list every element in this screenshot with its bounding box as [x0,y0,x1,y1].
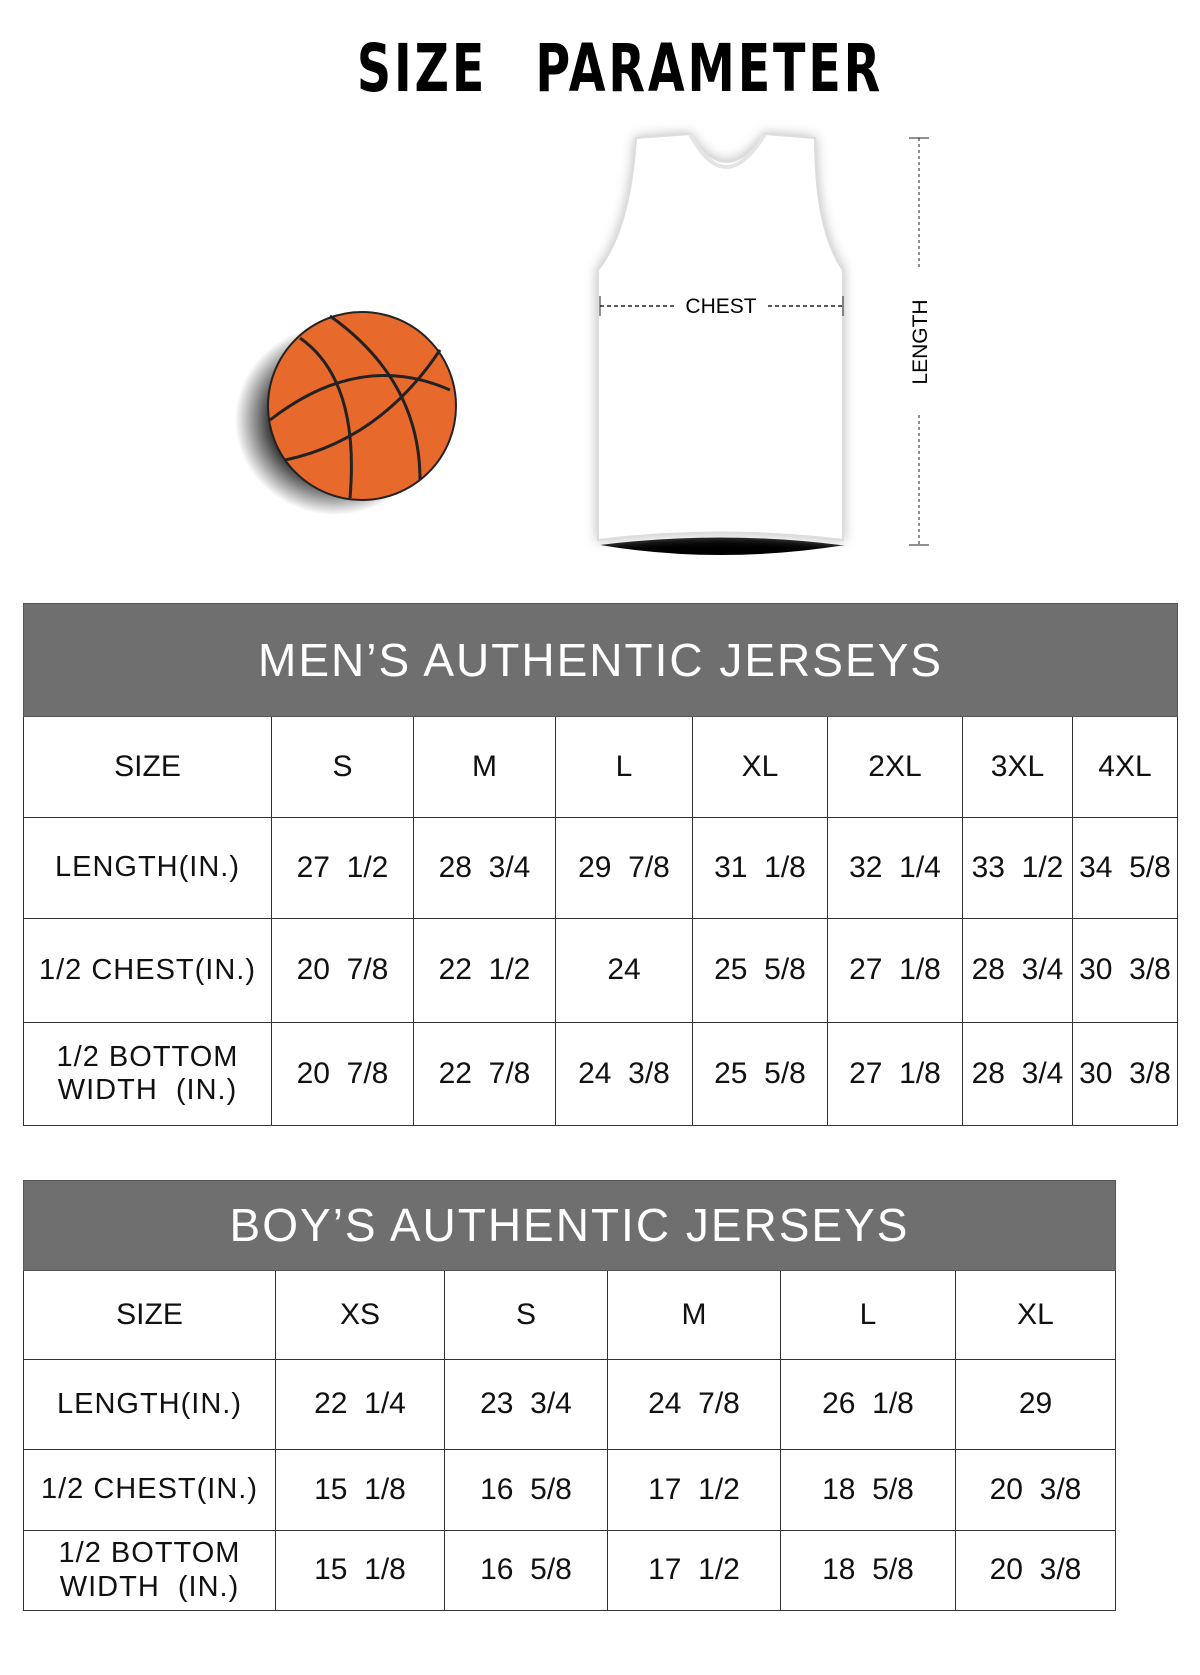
size-cell: 32 1/4 [827,817,963,919]
size-cell: 30 3/8 [1072,1022,1178,1126]
size-cell: 16 5/8 [444,1530,608,1611]
mens-size-table: MEN’S AUTHENTIC JERSEYS SIZE S M L XL 2XL 3XL 4… [23,603,1178,1126]
size-cell: 27 1/8 [827,1022,963,1126]
basketball-icon [235,311,457,515]
size-cell: 16 5/8 [444,1449,608,1531]
row-label: LENGTH(IN.) [23,817,272,919]
size-cell: 20 7/8 [271,918,414,1023]
size-cell: 15 1/8 [275,1449,445,1531]
boys-size-table: BOY’S AUTHENTIC JERSEYS SIZE XS S M L XL LENGT… [22,1180,1117,1611]
size-cell: 22 7/8 [413,1022,556,1126]
table-row: LENGTH(IN.) 27 1/2 28 3/4 29 7/8 31 1/8 32 1/… [23,817,1178,919]
size-cell: L [555,716,693,818]
jersey-icon: CHEST [597,132,845,555]
table-row: 1/2 CHEST(IN.) 15 1/8 16 5/8 17 1/2 18 5/8 20… [23,1449,1117,1531]
size-cell: 24 3/8 [555,1022,693,1126]
boys-table-title: BOY’S AUTHENTIC JERSEYS [22,1180,1117,1271]
row-label: 1/2 CHEST(IN.) [23,918,272,1023]
size-cell: 34 5/8 [1072,817,1178,919]
length-indicator: LENGTH [909,137,932,546]
size-cell: L [780,1270,956,1360]
size-cell: 20 3/8 [954,1449,1117,1531]
jersey-diagram: CHEST LENGTH [235,132,932,555]
size-cell: 15 1/8 [275,1530,445,1611]
size-cell: 29 [954,1359,1117,1450]
size-cell: 24 7/8 [607,1359,781,1450]
size-cell: 23 3/4 [444,1359,608,1450]
size-cell: M [607,1270,781,1360]
size-cell: 28 3/4 [962,918,1073,1023]
row-label: LENGTH(IN.) [23,1359,276,1450]
length-label: LENGTH [909,299,932,384]
size-cell: 17 1/2 [607,1449,781,1531]
size-cell: 27 1/8 [827,918,963,1023]
size-cell: 24 [555,918,693,1023]
size-cell: 3XL [962,716,1073,818]
size-cell: 28 3/4 [962,1022,1073,1126]
size-cell: 30 3/8 [1072,918,1178,1023]
header-row: SIZE S M L XL 2XL 3XL 4XL [23,716,1178,818]
size-cell: XL [954,1270,1117,1360]
size-cell: 28 3/4 [413,817,556,919]
table-row: 1/2 CHEST(IN.) 20 7/8 22 1/2 24 25 5/8 27 1/8… [23,918,1178,1023]
size-cell: 33 1/2 [962,817,1073,919]
size-cell: 20 7/8 [271,1022,414,1126]
size-cell: M [413,716,556,818]
size-cell: 27 1/2 [271,817,414,919]
table-row: 1/2 BOTTOM WIDTH (IN.) 20 7/8 22 7/8 24 3/8… [23,1022,1178,1126]
mens-table-title: MEN’S AUTHENTIC JERSEYS [23,603,1178,717]
table-row: LENGTH(IN.) 22 1/4 23 3/4 24 7/8 26 1/8 29 [23,1359,1117,1450]
chest-label: CHEST [685,295,756,318]
page-title: SIZE PARAMETER [356,30,884,107]
size-cell: S [444,1270,608,1360]
row-label: 1/2 BOTTOM WIDTH (IN.) [23,1022,272,1126]
row-label: 1/2 CHEST(IN.) [23,1449,276,1531]
size-cell: 20 3/8 [954,1530,1117,1611]
size-cell: 18 5/8 [780,1530,956,1611]
size-cell: XS [275,1270,445,1360]
row-label: SIZE [23,716,272,818]
size-cell: S [271,716,414,818]
size-cell: XL [692,716,828,818]
size-cell: 17 1/2 [607,1530,781,1611]
size-cell: 26 1/8 [780,1359,956,1450]
size-cell: 31 1/8 [692,817,828,919]
size-cell: 22 1/2 [413,918,556,1023]
size-cell: 25 5/8 [692,1022,828,1126]
size-cell: 18 5/8 [780,1449,956,1531]
row-label: SIZE [23,1270,276,1360]
row-label: 1/2 BOTTOM WIDTH (IN.) [23,1530,276,1611]
table-row: 1/2 BOTTOM WIDTH (IN.) 15 1/8 16 5/8 17 1/2… [23,1530,1117,1611]
size-cell: 2XL [827,716,963,818]
size-cell: 29 7/8 [555,817,693,919]
size-cell: 4XL [1072,716,1178,818]
size-cell: 25 5/8 [692,918,828,1023]
header-row: SIZE XS S M L XL [23,1270,1117,1360]
size-cell: 22 1/4 [275,1359,445,1450]
